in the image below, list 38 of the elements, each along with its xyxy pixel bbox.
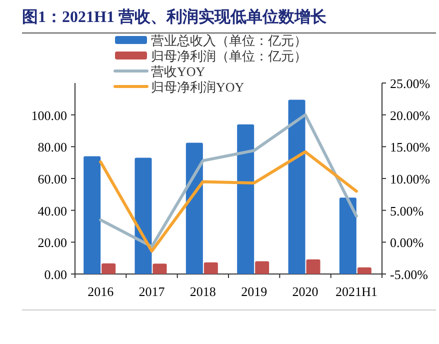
x-tick-label: 2019: [241, 284, 268, 299]
y-tick-label: 20.00: [38, 235, 67, 250]
bar: [186, 142, 203, 274]
line-series: [99, 113, 358, 248]
x-tick-label: 2021H1: [335, 284, 378, 299]
y2-tick-label: 15.00%: [390, 140, 430, 155]
bar: [357, 267, 372, 274]
y2-tick-label: 20.00%: [390, 108, 430, 123]
legend-label: 营收YOY: [151, 64, 206, 79]
line-series: [99, 150, 358, 253]
y2-tick-label: 5.00%: [390, 203, 424, 218]
x-tick-label: 2020: [292, 284, 318, 299]
x-tick-label: 2017: [138, 284, 166, 299]
bar: [288, 100, 306, 274]
y2-tick-label: 0.00%: [390, 235, 424, 250]
y-tick-label: 60.00: [38, 172, 67, 186]
chart-title: 图1：2021H1 营收、利润实现低单位数增长: [22, 8, 328, 26]
y2-tick-label: 10.00%: [390, 172, 430, 186]
y-tick-label: 80.00: [38, 140, 67, 155]
bar: [237, 124, 254, 274]
x-tick-label: 2018: [190, 284, 216, 299]
bar: [339, 198, 356, 274]
legend-label: 归母净利润YOY: [151, 80, 245, 94]
bar: [255, 261, 270, 274]
y-tick-label: 0.00: [44, 267, 67, 282]
bar: [306, 259, 320, 274]
legend-label: 营业总收入（单位：亿元）: [151, 33, 307, 48]
y-tick-label: 100.00: [31, 108, 67, 123]
bar: [152, 264, 167, 274]
legend-label: 归母净利润（单位：亿元）: [151, 48, 307, 64]
y2-tick-label: 25.00%: [390, 76, 430, 91]
bar: [134, 158, 152, 274]
y-tick-label: 40.00: [38, 203, 67, 218]
x-tick-label: 2016: [88, 284, 114, 299]
bar: [84, 156, 101, 274]
bar: [102, 263, 116, 274]
y2-tick-label: -5.00%: [390, 267, 428, 282]
bar: [204, 262, 218, 274]
